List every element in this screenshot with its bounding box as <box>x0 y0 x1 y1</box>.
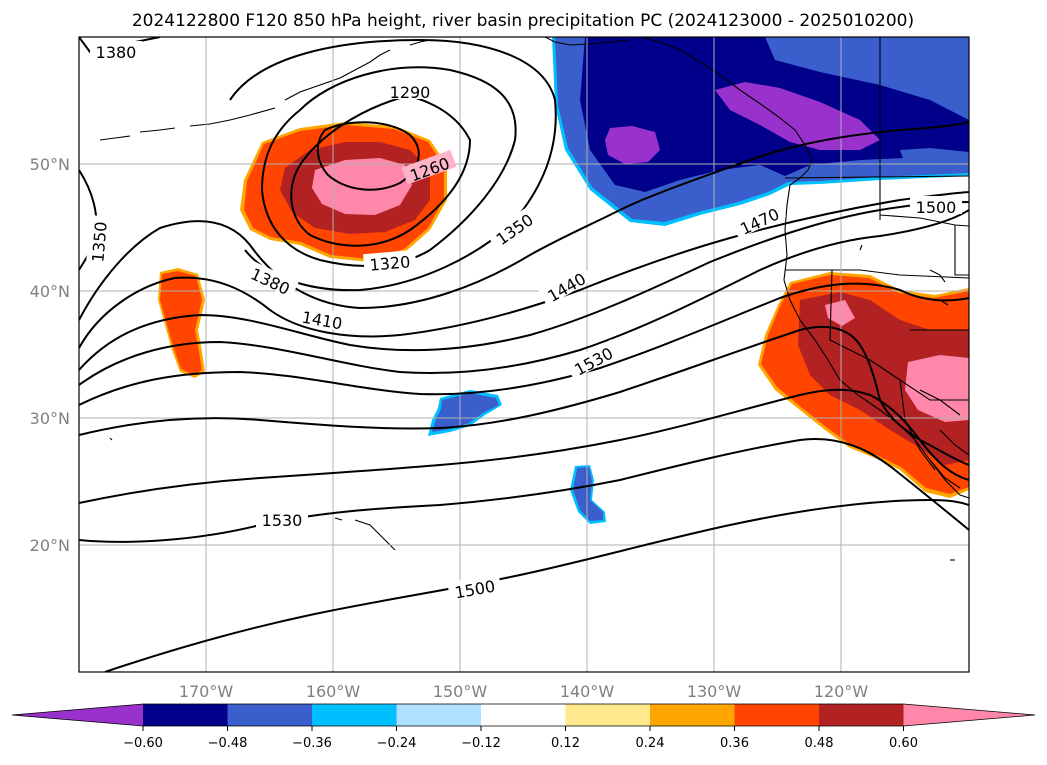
map-border <box>78 36 970 673</box>
negative-anomaly-central <box>428 390 606 524</box>
colorbar-extend-high <box>903 704 1035 726</box>
lon-tick: 140°W <box>560 682 615 701</box>
colorbar-tick-label: −0.12 <box>461 736 501 751</box>
positive-anomaly-west <box>158 268 205 378</box>
colorbar-segment <box>650 704 735 726</box>
colorbar-segment <box>481 704 566 726</box>
graticule <box>79 37 969 672</box>
colorbar-tick-label: 0.36 <box>720 736 749 751</box>
colorbar-tick-label: −0.24 <box>377 736 417 751</box>
lat-tick: 20°N <box>30 536 70 555</box>
colorbar-extend-low <box>12 704 143 726</box>
map-panel: 1380 1290 1260 1350 1350 1320 <box>79 37 969 672</box>
colorbar-tick-label: 0.48 <box>805 736 834 751</box>
contour-labels: 1380 1290 1260 1350 1350 1320 <box>85 41 962 602</box>
colorbar-segment <box>396 704 482 726</box>
colorbar-segment <box>565 704 651 726</box>
colorbar-tick-label: −0.60 <box>123 736 163 751</box>
svg-text:1320: 1320 <box>369 252 411 274</box>
colorbar-tick-label: 0.24 <box>636 736 665 751</box>
latitude-labels: 50°N 40°N 30°N 20°N <box>30 155 70 555</box>
svg-text:1290: 1290 <box>390 83 431 102</box>
contour-label: 1410 <box>295 304 350 333</box>
lon-tick: 130°W <box>687 682 742 701</box>
positive-anomaly-low <box>240 122 447 262</box>
colorbar: −0.60 −0.48 −0.36 −0.24 −0.12 0.12 0.24 0.36 0.4… <box>11 703 1036 751</box>
svg-text:1380: 1380 <box>96 43 137 62</box>
map-title: 2024122800 F120 850 hPa height, river ba… <box>132 11 914 31</box>
colorbar-tick-label: −0.48 <box>208 736 248 751</box>
colorbar-segment <box>734 704 820 726</box>
colorbar-segment <box>143 704 228 726</box>
contour-label: 1530 <box>256 509 308 530</box>
colorbar-tick-label: 0.60 <box>889 736 918 751</box>
contour-label: 1380 <box>90 41 142 62</box>
lon-tick: 170°W <box>179 682 234 701</box>
lon-tick: 120°W <box>814 682 869 701</box>
lat-tick: 30°N <box>30 409 70 428</box>
svg-text:1530: 1530 <box>262 511 303 530</box>
lat-tick: 40°N <box>30 282 70 301</box>
colorbar-segment <box>227 704 313 726</box>
lat-tick: 50°N <box>30 155 70 174</box>
lon-tick: 150°W <box>433 682 488 701</box>
svg-text:1500: 1500 <box>916 198 957 217</box>
colorbar-tick-label: −0.36 <box>292 736 332 751</box>
svg-text:1350: 1350 <box>88 221 110 263</box>
contour-label: 1500 <box>910 196 962 217</box>
longitude-labels: 170°W 160°W 150°W 140°W 130°W 120°W <box>179 682 869 701</box>
contour-label: 1320 <box>363 249 417 275</box>
colorbar-segment <box>819 704 904 726</box>
contour-label: 1290 <box>384 81 436 102</box>
colorbar-tick-label: 0.12 <box>551 736 580 751</box>
lon-tick: 160°W <box>306 682 361 701</box>
contour-label: 1350 <box>85 215 111 269</box>
colorbar-segment <box>312 704 397 726</box>
